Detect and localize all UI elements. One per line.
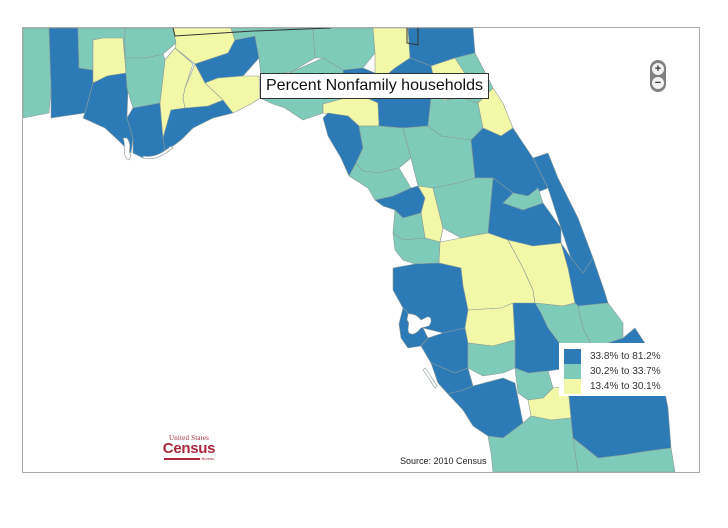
- zoom-out-button[interactable]: −: [652, 77, 664, 89]
- county[interactable]: [124, 28, 177, 59]
- map-legend: 33.8% to 81.2% 30.2% to 33.7% 13.4% to 3…: [559, 343, 673, 396]
- logo-underline: Bureau: [159, 457, 219, 461]
- county[interactable]: [447, 377, 524, 439]
- legend-item-mid: 30.2% to 33.7%: [564, 364, 661, 379]
- legend-swatch-mid: [564, 364, 581, 379]
- zoom-in-button[interactable]: +: [652, 63, 664, 75]
- census-bureau-logo: United States Census Bureau: [159, 434, 219, 464]
- legend-label: 13.4% to 30.1%: [590, 381, 661, 392]
- legend-label: 30.2% to 33.7%: [590, 366, 661, 377]
- map-frame[interactable]: Percent Nonfamily households + − 33.8% t…: [22, 27, 700, 473]
- legend-label: 33.8% to 81.2%: [590, 351, 661, 362]
- logo-top-text: United States: [168, 434, 210, 442]
- county[interactable]: [464, 302, 516, 347]
- legend-item-high: 33.8% to 81.2%: [564, 349, 661, 364]
- legend-swatch-low: [564, 379, 581, 394]
- logo-main-text: Census: [162, 440, 216, 457]
- county[interactable]: [126, 102, 166, 159]
- legend-swatch-high: [564, 349, 581, 364]
- zoom-control: + −: [650, 60, 666, 92]
- county[interactable]: [572, 437, 676, 472]
- county[interactable]: [467, 339, 516, 377]
- source-text: Source: 2010 Census: [400, 456, 487, 466]
- logo-sub-text: Bureau: [201, 456, 215, 461]
- county[interactable]: [560, 242, 609, 307]
- county[interactable]: [23, 28, 52, 119]
- county[interactable]: [348, 162, 412, 201]
- county[interactable]: [420, 327, 469, 374]
- county[interactable]: [124, 53, 166, 109]
- county[interactable]: [355, 125, 412, 174]
- legend-item-low: 13.4% to 30.1%: [564, 379, 661, 394]
- map-title: Percent Nonfamily households: [260, 73, 490, 99]
